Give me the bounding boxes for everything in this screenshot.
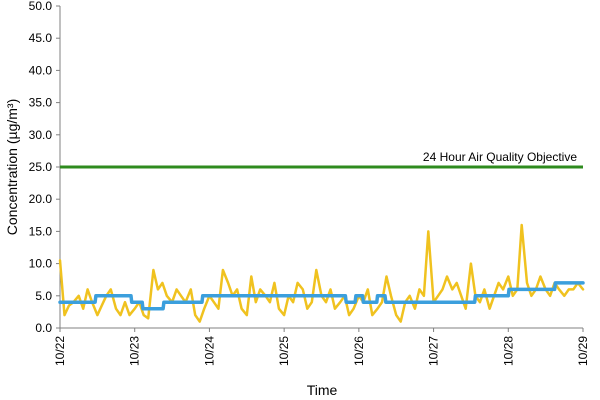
- x-tick-label: 10/28: [501, 336, 515, 366]
- y-axis-title: Concentration (µg/m³): [4, 99, 20, 235]
- y-tick-label: 35.0: [29, 96, 53, 110]
- y-tick-label: 0.0: [35, 321, 52, 335]
- x-axis-ticks: 10/22 10/23 10/24 10/25 10/26 10/27 10/28 10/29: [53, 328, 590, 366]
- x-tick-label: 10/27: [427, 336, 441, 366]
- x-tick-label: 10/24: [202, 336, 216, 366]
- reference-lines: 24 Hour Air Quality Objective: [60, 150, 583, 169]
- x-tick-label: 10/26: [352, 336, 366, 366]
- y-tick-label: 20.0: [29, 192, 53, 206]
- y-tick-label: 30.0: [29, 128, 53, 142]
- x-tick-label: 10/22: [53, 336, 67, 366]
- x-tick-label: 10/25: [277, 336, 291, 366]
- y-axis-ticks: 0.0 5.0 10.0 15.0 20.0 25.0 30.0 35.0 40.0 45.0 50…: [29, 0, 60, 335]
- series-line-2: [58, 281, 585, 311]
- series-line-1: [58, 223, 585, 323]
- y-tick-label: 45.0: [29, 31, 53, 45]
- x-axis-title: Time: [307, 382, 338, 398]
- x-tick-label: 10/29: [576, 336, 590, 366]
- y-tick-label: 10.0: [29, 257, 53, 271]
- y-tick-label: 25.0: [29, 160, 53, 174]
- y-tick-label: 50.0: [29, 0, 53, 13]
- objective-label: 24 Hour Air Quality Objective: [423, 150, 577, 164]
- y-tick-label: 5.0: [35, 289, 52, 303]
- series-lines: [58, 223, 585, 323]
- y-tick-label: 15.0: [29, 224, 53, 238]
- x-tick-label: 10/23: [128, 336, 142, 366]
- y-tick-label: 40.0: [29, 63, 53, 77]
